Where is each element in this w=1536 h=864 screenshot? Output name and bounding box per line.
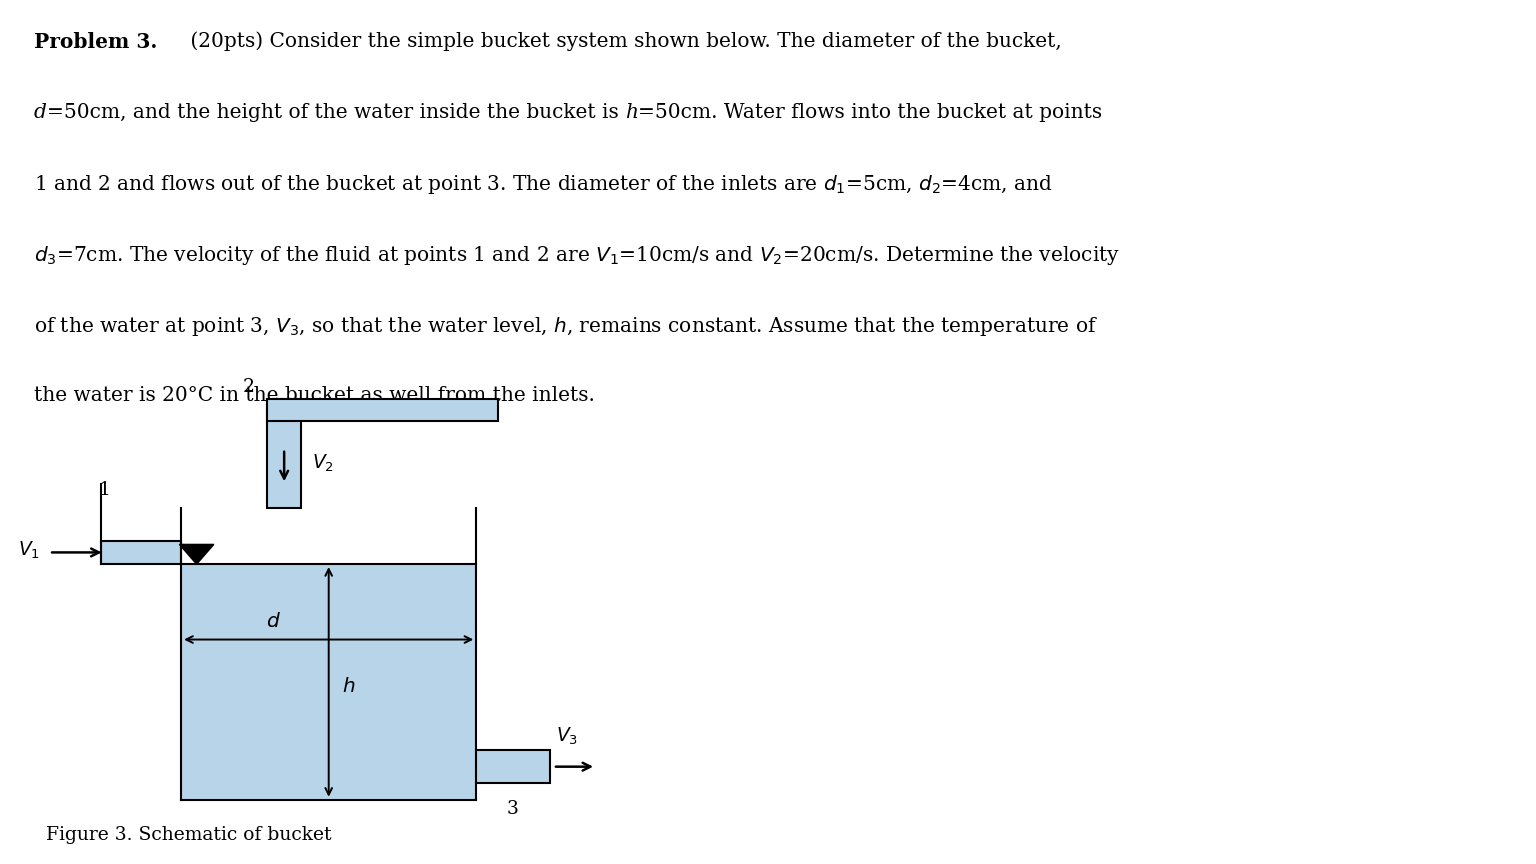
Text: 3: 3 — [507, 800, 519, 817]
Text: $h$: $h$ — [343, 677, 356, 696]
Text: $V_1$: $V_1$ — [18, 539, 40, 561]
Text: of the water at point 3, $V_3$, so that the water level, $h$, remains constant. : of the water at point 3, $V_3$, so that … — [34, 314, 1098, 338]
Text: =50cm. Water flows into the bucket at points: =50cm. Water flows into the bucket at po… — [637, 103, 1101, 122]
Polygon shape — [180, 544, 214, 564]
Text: $d_3$=7cm. The velocity of the fluid at points 1 and 2 are $V_1$=10cm/s and $V_2: $d_3$=7cm. The velocity of the fluid at … — [34, 244, 1120, 267]
Text: 1 and 2 and flows out of the bucket at point 3. The diameter of the inlets are $: 1 and 2 and flows out of the bucket at p… — [34, 174, 1052, 196]
Text: Figure 3. Schematic of bucket: Figure 3. Schematic of bucket — [46, 826, 332, 843]
Text: 2: 2 — [243, 378, 255, 396]
Text: $V_2$: $V_2$ — [312, 452, 333, 473]
Text: 1: 1 — [98, 481, 111, 499]
Polygon shape — [181, 564, 476, 800]
Text: h: h — [625, 103, 637, 122]
Text: d: d — [34, 103, 46, 122]
Text: Problem 3.: Problem 3. — [34, 32, 157, 52]
Text: the water is 20°C in the bucket as well from the inlets.: the water is 20°C in the bucket as well … — [34, 385, 594, 404]
Text: (20pts) Consider the simple bucket system shown below. The diameter of the bucke: (20pts) Consider the simple bucket syste… — [184, 32, 1061, 52]
Polygon shape — [267, 399, 498, 421]
Polygon shape — [101, 541, 181, 564]
Polygon shape — [476, 750, 550, 783]
Text: $d$: $d$ — [266, 612, 281, 631]
Text: $V_3$: $V_3$ — [556, 726, 578, 746]
Text: =50cm, and the height of the water inside the bucket is: =50cm, and the height of the water insid… — [46, 103, 625, 122]
Polygon shape — [267, 399, 301, 508]
